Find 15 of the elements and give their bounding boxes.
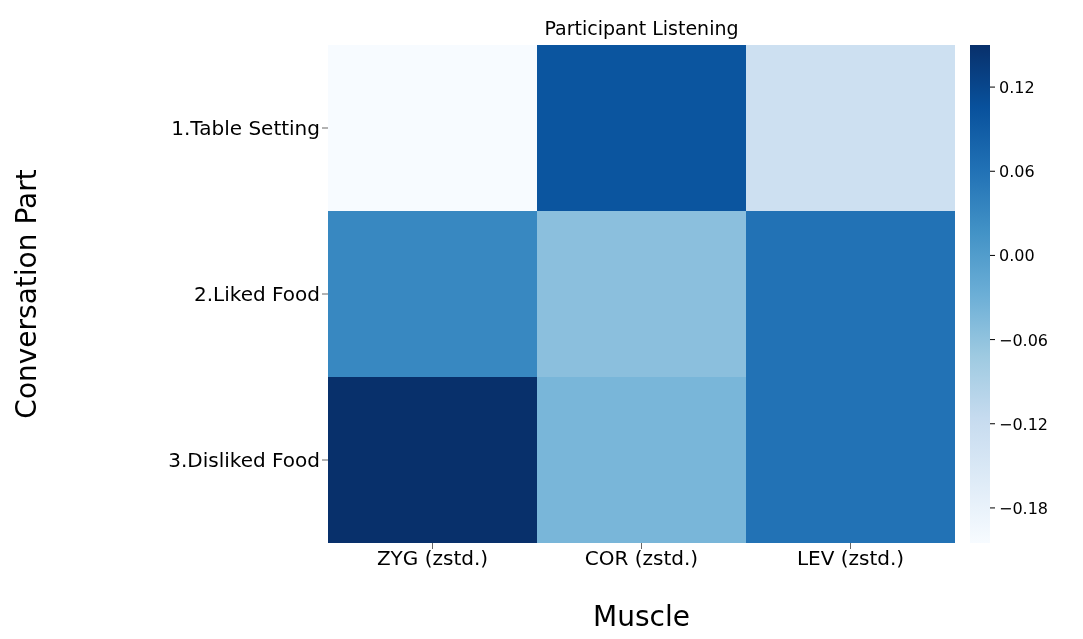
x-axis-title: Muscle xyxy=(593,600,690,633)
chart-title: Participant Listening xyxy=(544,17,739,39)
x-tick-label: ZYG (zstd.) xyxy=(376,546,489,571)
color-bar-label: −0.06 xyxy=(999,330,1049,350)
y-tick-label: 2.Liked Food xyxy=(194,282,320,307)
y-tick-label: 3.Disliked Food xyxy=(168,448,320,473)
color-bar-label: 0.12 xyxy=(999,78,1035,98)
x-tick-label: COR (zstd.) xyxy=(584,546,699,571)
color-bar-label: 0.06 xyxy=(999,162,1035,182)
x-tick-label: LEV (zstd.) xyxy=(796,546,905,571)
color-bar-label: −0.18 xyxy=(999,498,1049,518)
y-tick-label: 1.Table Setting xyxy=(171,116,320,141)
color-bar-label: −0.12 xyxy=(999,414,1049,434)
y-axis-title: Conversation Part xyxy=(9,169,43,419)
color-bar-label: 0.00 xyxy=(999,246,1035,266)
